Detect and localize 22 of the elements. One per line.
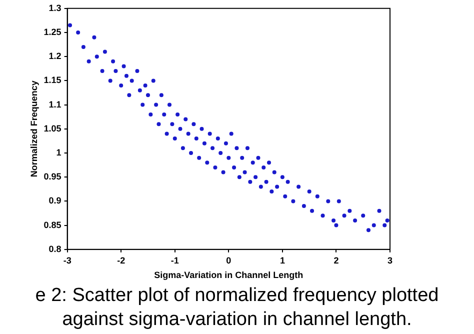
y-tick-label: 1.1 bbox=[48, 99, 62, 110]
x-tick-label: 3 bbox=[387, 255, 393, 266]
y-tick-label: 0.9 bbox=[48, 196, 62, 206]
x-tick-label: -3 bbox=[63, 255, 72, 266]
x-tick-label: -1 bbox=[170, 255, 179, 266]
y-tick-label: 1.15 bbox=[44, 75, 62, 86]
x-axis-title: Sigma-Variation in Channel Length bbox=[154, 270, 304, 280]
y-tick-label: 1.25 bbox=[44, 26, 62, 37]
x-tick-label: 1 bbox=[280, 255, 285, 266]
y-tick-label: 0.95 bbox=[44, 172, 62, 182]
y-axis-title: Normalized Frequency bbox=[28, 80, 39, 178]
text: against sigma-variation in channel length. bbox=[61, 308, 413, 332]
y-tick-label: 1.3 bbox=[48, 2, 62, 13]
y-tick-label: 0.8 bbox=[48, 244, 62, 254]
y-tick-label: 1.05 bbox=[44, 123, 62, 134]
y-tick-label: 1.2 bbox=[48, 51, 62, 62]
y-tick-label: 1 bbox=[56, 147, 62, 158]
text: e 2: Scatter plot of normalized frequency plotted bbox=[34, 284, 440, 308]
y-tick-label: 0.85 bbox=[44, 220, 62, 230]
x-tick-label: -2 bbox=[117, 255, 126, 266]
x-tick-label: 0 bbox=[226, 255, 232, 266]
x-tick-label: 2 bbox=[334, 255, 339, 266]
